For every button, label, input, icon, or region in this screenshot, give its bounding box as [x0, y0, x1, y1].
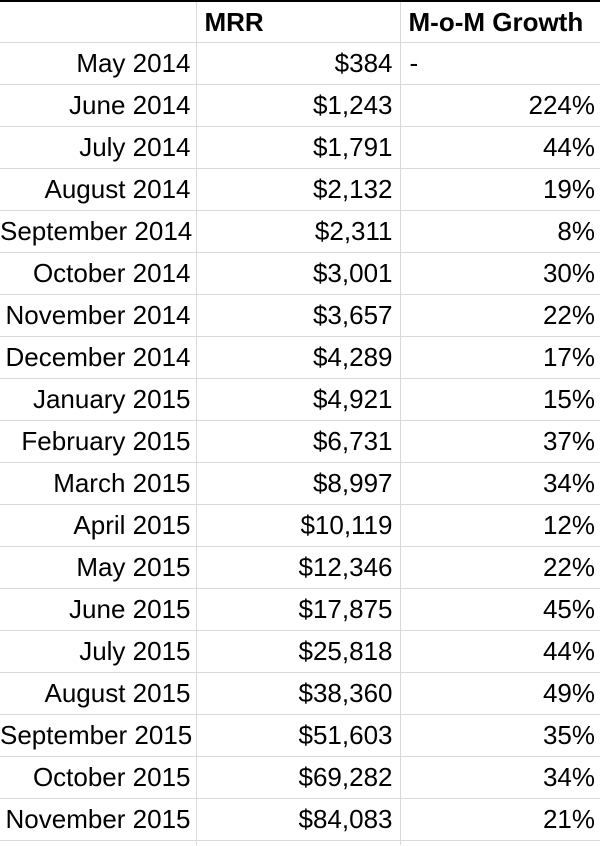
month-cell[interactable]: June 2015: [0, 588, 197, 631]
mrr-cell[interactable]: $10,119: [196, 504, 401, 547]
month-cell[interactable]: July 2014: [0, 126, 197, 169]
mrr-cell[interactable]: $51,603: [196, 714, 401, 757]
month-cell[interactable]: June 2014: [0, 84, 197, 127]
growth-cell[interactable]: 37%: [400, 420, 600, 463]
table-row: August 2015 $38,360 49%: [0, 672, 600, 715]
table-row: November 2015 $84,083 21%: [0, 798, 600, 841]
growth-cell[interactable]: 22%: [400, 546, 600, 589]
mrr-cell[interactable]: $384: [196, 42, 401, 85]
table-row: March 2015 $8,997 34%: [0, 462, 600, 505]
growth-cell[interactable]: 35%: [400, 714, 600, 757]
empty-cell[interactable]: [400, 841, 600, 846]
month-cell[interactable]: September 2014: [0, 210, 197, 253]
growth-cell[interactable]: -: [400, 42, 600, 85]
mrr-cell[interactable]: $12,346: [196, 546, 401, 589]
month-cell[interactable]: September 2015: [0, 714, 197, 757]
mrr-cell[interactable]: $84,083: [196, 798, 401, 841]
table-row: October 2014 $3,001 30%: [0, 252, 600, 295]
table-row: January 2015 $4,921 15%: [0, 378, 600, 421]
mrr-cell[interactable]: $25,818: [196, 630, 401, 673]
growth-cell[interactable]: 12%: [400, 504, 600, 547]
month-cell[interactable]: February 2015: [0, 420, 197, 463]
month-cell[interactable]: December 2014: [0, 336, 197, 379]
growth-cell[interactable]: 45%: [400, 588, 600, 631]
mrr-cell[interactable]: $8,997: [196, 462, 401, 505]
empty-cell[interactable]: [196, 840, 401, 845]
mrr-cell[interactable]: $6,731: [196, 420, 401, 463]
mrr-cell[interactable]: $3,001: [196, 252, 401, 295]
table-row: July 2015 $25,818 44%: [0, 630, 600, 673]
mrr-cell[interactable]: $69,282: [196, 756, 401, 799]
mrr-cell[interactable]: $17,875: [196, 588, 401, 631]
growth-cell[interactable]: 30%: [400, 252, 600, 295]
growth-cell[interactable]: 22%: [400, 294, 600, 337]
month-cell[interactable]: March 2015: [0, 462, 197, 505]
header-cell-mrr[interactable]: MRR: [196, 1, 401, 43]
month-cell[interactable]: August 2014: [0, 168, 197, 211]
mrr-cell[interactable]: $4,921: [196, 378, 401, 421]
table-row: May 2015 $12,346 22%: [0, 546, 600, 589]
header-cell-month[interactable]: [0, 1, 197, 43]
month-cell[interactable]: November 2015: [0, 798, 197, 841]
empty-cell[interactable]: [0, 840, 197, 845]
month-cell[interactable]: April 2015: [0, 504, 197, 547]
growth-cell[interactable]: 34%: [400, 756, 600, 799]
growth-cell[interactable]: 44%: [400, 126, 600, 169]
mrr-cell[interactable]: $38,360: [196, 672, 401, 715]
mrr-cell[interactable]: $1,243: [196, 84, 401, 127]
month-cell[interactable]: August 2015: [0, 672, 197, 715]
mrr-cell[interactable]: $1,791: [196, 126, 401, 169]
month-cell[interactable]: October 2014: [0, 252, 197, 295]
growth-cell[interactable]: 19%: [400, 168, 600, 211]
table-row: April 2015 $10,119 12%: [0, 504, 600, 547]
table-row: November 2014 $3,657 22%: [0, 294, 600, 337]
mrr-cell[interactable]: $4,289: [196, 336, 401, 379]
month-cell[interactable]: May 2015: [0, 546, 197, 589]
growth-cell[interactable]: 34%: [400, 462, 600, 505]
mrr-cell[interactable]: $3,657: [196, 294, 401, 337]
table-row: October 2015 $69,282 34%: [0, 756, 600, 799]
table-row: August 2014 $2,132 19%: [0, 168, 600, 211]
mrr-cell[interactable]: $2,132: [196, 168, 401, 211]
table-row: June 2015 $17,875 45%: [0, 588, 600, 631]
growth-cell[interactable]: 224%: [400, 84, 600, 127]
growth-cell[interactable]: 17%: [400, 336, 600, 379]
table-row: December 2014 $4,289 17%: [0, 336, 600, 379]
growth-cell[interactable]: 44%: [400, 630, 600, 673]
header-row: MRR M-o-M Growth: [0, 1, 600, 43]
month-cell[interactable]: October 2015: [0, 756, 197, 799]
month-cell[interactable]: May 2014: [0, 42, 197, 85]
month-cell[interactable]: July 2015: [0, 630, 197, 673]
growth-cell[interactable]: 15%: [400, 378, 600, 421]
table-row: May 2014 $384-: [0, 42, 600, 85]
growth-cell[interactable]: 8%: [400, 210, 600, 253]
month-cell[interactable]: January 2015: [0, 378, 197, 421]
table-row: February 2015 $6,731 37%: [0, 420, 600, 463]
table-row: September 2014 $2,311 8%: [0, 210, 600, 253]
table-row: September 2015 $51,603 35%: [0, 714, 600, 757]
growth-cell[interactable]: 49%: [400, 672, 600, 715]
month-cell[interactable]: November 2014: [0, 294, 197, 337]
growth-cell[interactable]: 21%: [400, 798, 600, 841]
partial-row: [0, 840, 600, 846]
table-row: July 2014 $1,791 44%: [0, 126, 600, 169]
mrr-cell[interactable]: $2,311: [196, 210, 401, 253]
table-body: May 2014 $384- June 2014 $1,243 224% July 201…: [0, 42, 600, 846]
table-row: June 2014 $1,243 224%: [0, 84, 600, 127]
header-cell-growth[interactable]: M-o-M Growth: [400, 1, 600, 43]
